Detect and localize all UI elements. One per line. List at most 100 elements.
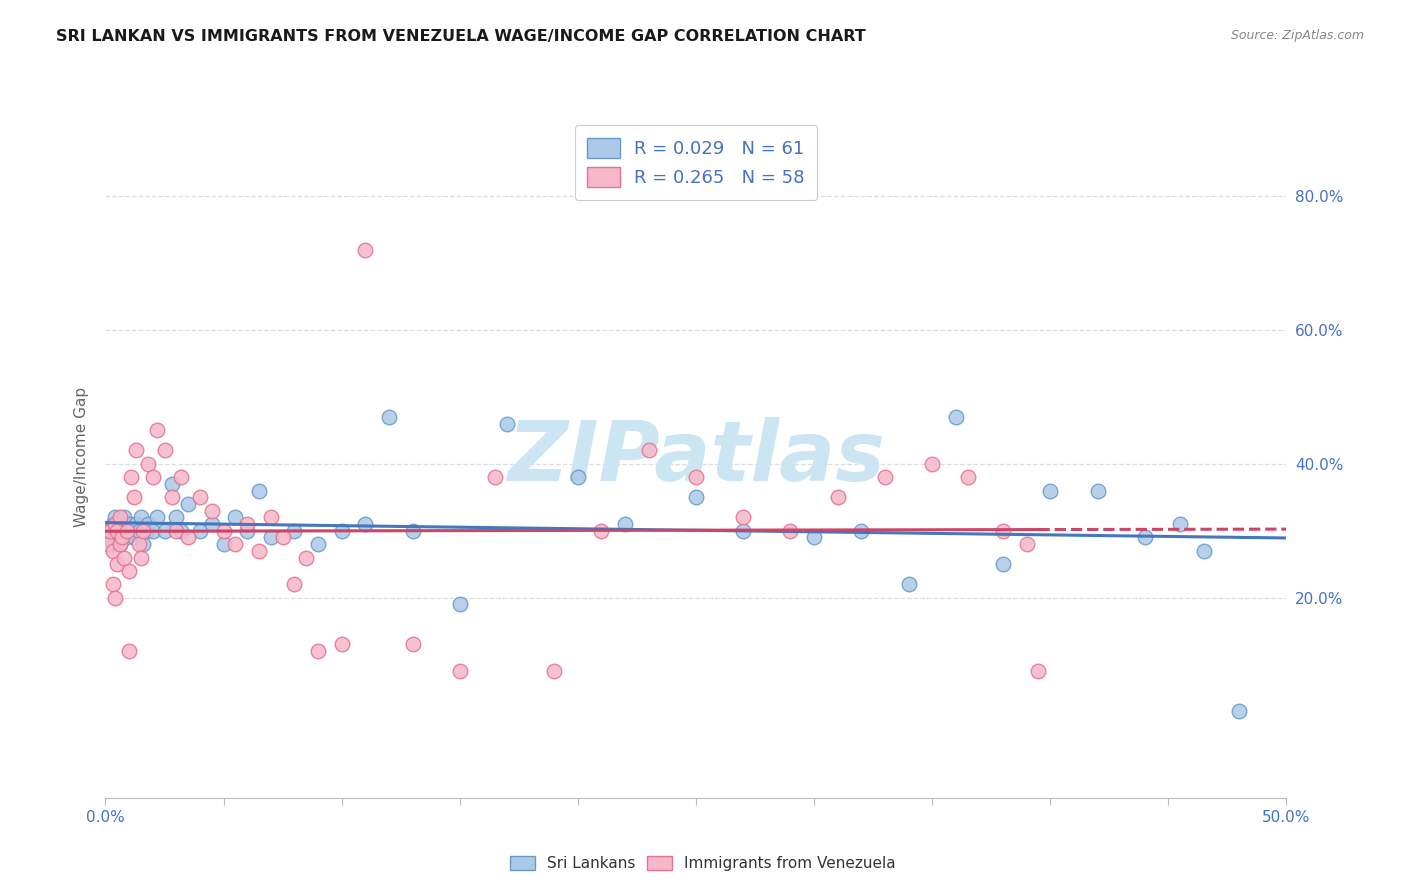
Point: [108, 537, 131, 551]
Point: [153, 524, 176, 538]
Point: [851, 524, 873, 538]
Text: Source: ZipAtlas.com: Source: ZipAtlas.com: [1230, 29, 1364, 42]
Point: [1133, 530, 1156, 544]
Point: [111, 530, 134, 544]
Point: [122, 491, 145, 505]
Point: [496, 417, 519, 431]
Point: [401, 524, 423, 538]
Text: SRI LANKAN VS IMMIGRANTS FROM VENEZUELA WAGE/INCOME GAP CORRELATION CHART: SRI LANKAN VS IMMIGRANTS FROM VENEZUELA …: [56, 29, 866, 44]
Point: [614, 517, 637, 532]
Point: [135, 524, 157, 538]
Point: [307, 644, 329, 658]
Point: [177, 497, 200, 511]
Point: [236, 517, 259, 532]
Legend: Sri Lankans, Immigrants from Venezuela: Sri Lankans, Immigrants from Venezuela: [505, 849, 901, 877]
Point: [112, 510, 135, 524]
Point: [188, 524, 211, 538]
Point: [236, 524, 259, 538]
Point: [118, 517, 141, 532]
Point: [112, 550, 135, 565]
Point: [108, 510, 131, 524]
Point: [271, 530, 294, 544]
Point: [142, 470, 165, 484]
Point: [401, 637, 423, 651]
Point: [637, 443, 659, 458]
Point: [98, 530, 121, 544]
Point: [104, 524, 127, 538]
Point: [567, 470, 589, 484]
Point: [224, 510, 246, 524]
Point: [105, 517, 128, 532]
Legend: R = 0.029   N = 61, R = 0.265   N = 58: R = 0.029 N = 61, R = 0.265 N = 58: [575, 125, 817, 200]
Point: [105, 557, 128, 572]
Point: [170, 470, 193, 484]
Point: [101, 517, 124, 532]
Point: [283, 524, 305, 538]
Point: [112, 524, 135, 538]
Point: [108, 537, 131, 551]
Point: [120, 524, 142, 538]
Point: [170, 524, 193, 538]
Y-axis label: Wage/Income Gap: Wage/Income Gap: [75, 387, 90, 527]
Point: [115, 524, 138, 538]
Point: [1039, 483, 1062, 498]
Text: ZIPatlas: ZIPatlas: [508, 417, 884, 498]
Point: [1028, 664, 1050, 678]
Point: [212, 537, 235, 551]
Point: [247, 543, 270, 558]
Point: [330, 637, 353, 651]
Point: [685, 491, 707, 505]
Point: [132, 524, 155, 538]
Point: [685, 470, 707, 484]
Point: [1192, 543, 1215, 558]
Point: [98, 524, 121, 538]
Point: [484, 470, 506, 484]
Point: [146, 424, 169, 438]
Point: [108, 524, 131, 538]
Point: [779, 524, 801, 538]
Point: [115, 530, 138, 544]
Point: [125, 517, 148, 532]
Point: [247, 483, 270, 498]
Point: [378, 410, 401, 425]
Point: [354, 517, 377, 532]
Point: [188, 491, 211, 505]
Point: [111, 517, 134, 532]
Point: [449, 664, 471, 678]
Point: [165, 510, 187, 524]
Point: [897, 577, 920, 591]
Point: [132, 537, 155, 551]
Point: [101, 537, 124, 551]
Point: [177, 530, 200, 544]
Point: [1087, 483, 1109, 498]
Point: [543, 664, 565, 678]
Point: [146, 510, 169, 524]
Point: [101, 543, 124, 558]
Point: [118, 564, 141, 578]
Point: [201, 517, 224, 532]
Point: [201, 503, 224, 517]
Point: [956, 470, 979, 484]
Point: [122, 530, 145, 544]
Point: [160, 491, 183, 505]
Point: [354, 243, 377, 257]
Point: [921, 457, 943, 471]
Point: [307, 537, 329, 551]
Point: [224, 537, 246, 551]
Point: [136, 457, 159, 471]
Point: [1227, 705, 1250, 719]
Point: [104, 591, 127, 605]
Point: [165, 524, 187, 538]
Point: [827, 491, 849, 505]
Point: [160, 476, 183, 491]
Point: [803, 530, 825, 544]
Point: [101, 577, 124, 591]
Point: [142, 524, 165, 538]
Point: [945, 410, 967, 425]
Point: [97, 537, 120, 551]
Point: [129, 510, 152, 524]
Point: [1015, 537, 1038, 551]
Point: [105, 530, 128, 544]
Point: [153, 443, 176, 458]
Point: [260, 510, 283, 524]
